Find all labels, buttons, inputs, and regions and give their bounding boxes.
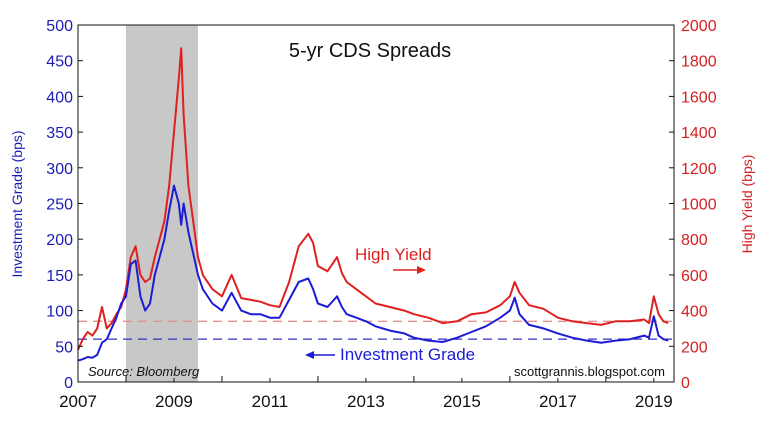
right-tick-label: 1400: [681, 125, 717, 142]
right-tick-label: 1800: [681, 54, 717, 71]
annotation-high-yield: High Yield: [355, 245, 432, 264]
right-axis-label: High Yield (bps): [739, 155, 755, 254]
left-tick-label: 200: [46, 232, 73, 249]
series-line-high-yield: [77, 47, 669, 351]
left-tick-label: 250: [46, 197, 73, 214]
left-tick-label: 150: [46, 268, 73, 285]
x-tick-label: 2013: [347, 392, 385, 411]
x-tick-label: 2015: [443, 392, 481, 411]
right-tick-label: 1600: [681, 89, 717, 106]
right-tick-label: 0: [681, 375, 690, 392]
left-tick-label: 100: [46, 304, 73, 321]
right-tick-label: 200: [681, 339, 708, 356]
left-tick-label: 0: [64, 375, 73, 392]
left-axis-label: Investment Grade (bps): [9, 130, 25, 277]
left-tick-label: 300: [46, 161, 73, 178]
right-tick-label: 600: [681, 268, 708, 285]
chart-title: 5-yr CDS Spreads: [289, 40, 451, 62]
x-tick-label: 2017: [539, 392, 577, 411]
x-tick-label: 2011: [252, 392, 289, 411]
x-tick-label: 2019: [635, 392, 673, 411]
right-tick-label: 1000: [681, 197, 717, 214]
right-tick-label: 400: [681, 304, 708, 321]
left-tick-label: 400: [46, 89, 73, 106]
right-tick-label: 800: [681, 232, 708, 249]
left-tick-label: 350: [46, 125, 73, 142]
credit-note: scottgrannis.blogspot.com: [514, 364, 665, 379]
left-tick-label: 450: [46, 54, 73, 71]
annotation-investment-grade-arrow: [305, 351, 335, 359]
annotation-investment-grade: Investment Grade: [340, 345, 475, 364]
x-tick-label: 2007: [59, 392, 97, 411]
series-line-investment-grade: [77, 184, 669, 362]
left-tick-label: 50: [55, 339, 73, 356]
source-note: Source: Bloomberg: [88, 364, 200, 379]
recession-shade: [125, 25, 198, 382]
annotation-high-yield-arrow: [393, 266, 426, 274]
left-tick-label: 500: [46, 18, 73, 35]
right-tick-label: 2000: [681, 18, 717, 35]
right-tick-label: 1200: [681, 161, 717, 178]
x-tick-label: 2009: [155, 392, 193, 411]
